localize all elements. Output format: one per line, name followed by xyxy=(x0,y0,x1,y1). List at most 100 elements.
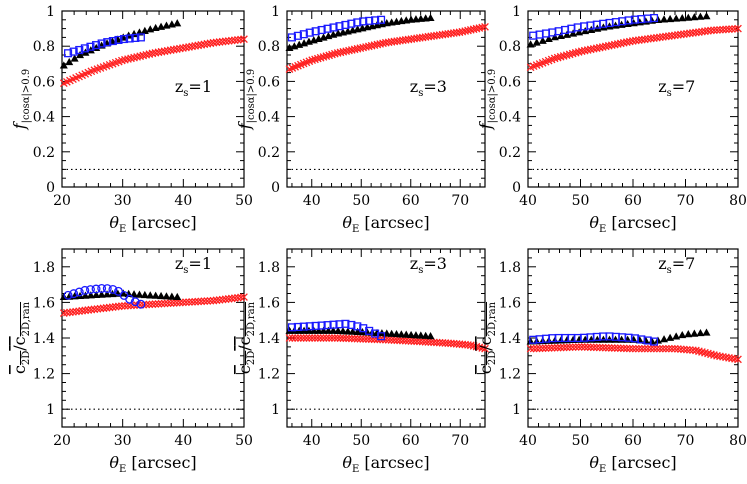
data-point xyxy=(293,31,302,40)
data-point xyxy=(619,344,628,353)
data-point xyxy=(172,45,181,53)
data-point xyxy=(334,326,343,334)
redshift-label: zs=1 xyxy=(175,77,212,99)
y-tick-label: 1.6 xyxy=(33,295,55,311)
data-point xyxy=(237,35,245,44)
plot-frame xyxy=(61,10,245,188)
data-point xyxy=(665,344,673,353)
data-point xyxy=(328,334,336,342)
data-point xyxy=(677,30,685,39)
data-point xyxy=(291,334,300,342)
y-axis-label: c2D/c2D,ran xyxy=(235,301,257,374)
redshift-label: zs=3 xyxy=(410,254,447,276)
x-axis-unit: [arcsec] xyxy=(606,213,676,232)
data-point xyxy=(347,46,356,54)
z-symbol: z xyxy=(410,254,418,273)
data-point xyxy=(610,40,619,49)
data-point xyxy=(157,291,166,300)
y-tick-label: 1 xyxy=(46,4,55,20)
data-point xyxy=(592,44,601,53)
y-tick-label: 0.4 xyxy=(258,110,280,126)
data-point xyxy=(288,334,297,342)
data-point xyxy=(206,296,215,305)
series-red-cross xyxy=(59,35,248,88)
data-point xyxy=(458,27,467,36)
data-point xyxy=(135,290,144,298)
x-axis-unit: [arcsec] xyxy=(606,453,676,472)
data-point xyxy=(333,49,342,57)
x-tick-label: 60 xyxy=(624,433,642,449)
x-tick-label: 50 xyxy=(352,433,370,449)
data-point xyxy=(662,32,670,41)
data-point xyxy=(575,28,584,36)
y-axis-denominator: c xyxy=(235,336,254,345)
x-tick-label: 80 xyxy=(729,193,747,209)
data-point xyxy=(640,35,649,44)
data-point xyxy=(114,286,123,296)
data-point xyxy=(108,37,117,46)
y-tick-label: 1 xyxy=(271,402,280,418)
y-tick-label: 0 xyxy=(512,180,521,196)
data-point xyxy=(209,38,218,47)
y-tick-label: 1.8 xyxy=(33,260,55,276)
data-point xyxy=(698,27,706,36)
data-point xyxy=(99,304,108,313)
data-point xyxy=(356,44,365,53)
data-point xyxy=(649,13,659,23)
x-tick-label: 50 xyxy=(352,193,370,209)
y-tick-label: 1.8 xyxy=(258,260,280,276)
data-point xyxy=(185,298,193,306)
data-point xyxy=(345,334,353,343)
series-blue-circle xyxy=(63,283,146,309)
data-point xyxy=(322,334,331,342)
data-point xyxy=(157,299,166,308)
data-point xyxy=(173,292,182,301)
data-point xyxy=(526,40,535,48)
data-point xyxy=(692,28,700,37)
z-symbol: z xyxy=(410,77,418,96)
data-point xyxy=(348,327,357,335)
data-point xyxy=(601,343,610,352)
data-point xyxy=(535,344,544,353)
data-point xyxy=(565,343,574,352)
data-point xyxy=(97,39,106,48)
data-point xyxy=(359,335,368,343)
data-point xyxy=(166,299,175,308)
y-tick-label: 0.8 xyxy=(258,39,280,55)
data-point xyxy=(577,47,586,56)
data-point xyxy=(725,353,733,362)
data-point xyxy=(674,345,682,353)
y-axis-numerator-sub: 2D xyxy=(21,351,32,365)
data-point xyxy=(203,39,212,48)
x-axis-symbol: θ xyxy=(342,453,352,472)
data-point xyxy=(336,334,345,343)
data-point xyxy=(607,41,616,50)
x-axis-symbol: θ xyxy=(589,213,599,232)
y-tick-label: 1.2 xyxy=(499,367,521,383)
z-symbol: z xyxy=(175,77,183,96)
data-point xyxy=(616,39,625,48)
data-point xyxy=(649,34,658,42)
data-point xyxy=(163,46,172,55)
data-point xyxy=(108,284,118,294)
data-point xyxy=(76,50,85,59)
data-point xyxy=(287,323,296,332)
data-point xyxy=(373,40,382,49)
data-point xyxy=(607,344,616,352)
data-point xyxy=(634,36,643,44)
data-point xyxy=(347,320,356,329)
data-point xyxy=(646,34,655,43)
data-point xyxy=(376,332,386,341)
y-axis-symbol: f xyxy=(235,120,254,130)
data-point xyxy=(169,45,178,54)
data-point xyxy=(696,12,705,20)
data-point xyxy=(478,344,487,352)
z-value: =7 xyxy=(672,77,696,96)
data-point xyxy=(313,334,322,342)
redshift-label: zs=3 xyxy=(410,77,447,99)
data-point xyxy=(696,328,705,337)
x-tick-label: 30 xyxy=(114,193,132,209)
data-point xyxy=(345,46,353,55)
y-axis-numerator: c xyxy=(476,365,495,374)
